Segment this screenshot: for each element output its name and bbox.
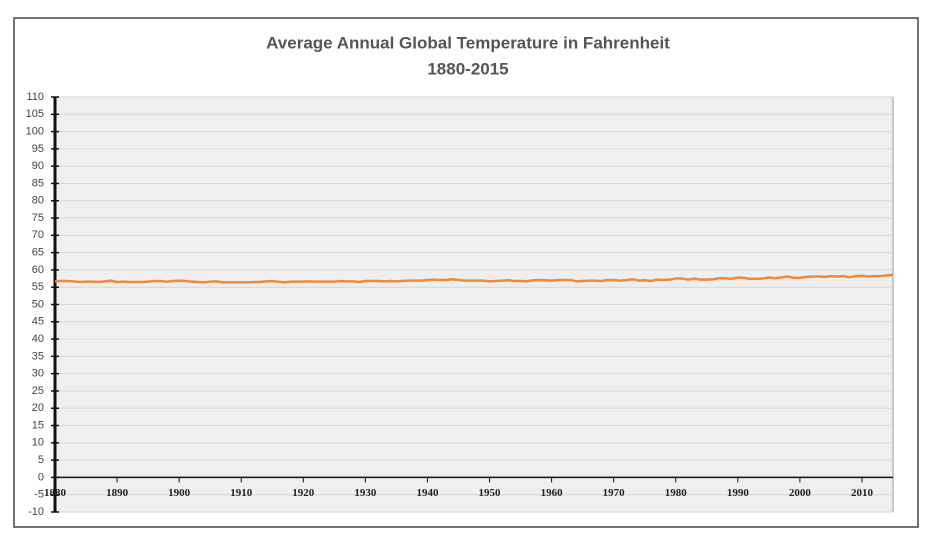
x-tick-label: 2000: [789, 487, 812, 499]
y-tick-label: 95: [32, 143, 44, 155]
y-tick-label: 15: [32, 419, 44, 431]
y-tick-label: 100: [26, 125, 44, 137]
y-tick-label: 60: [32, 264, 44, 276]
x-tick-label: 1930: [354, 487, 377, 499]
x-tick-label: 1920: [292, 487, 315, 499]
y-tick-label: 50: [32, 298, 44, 310]
y-tick-label: 25: [32, 385, 44, 397]
x-tick-label: 1880: [44, 487, 67, 499]
x-tick-label: 1940: [416, 487, 439, 499]
y-tick-label: 105: [26, 108, 44, 120]
x-tick-label: 1890: [106, 487, 129, 499]
y-tick-label: 70: [32, 229, 44, 241]
y-tick-label: 75: [32, 212, 44, 224]
x-tick-label: 2010: [851, 487, 874, 499]
chart-title: Average Annual Global Temperature in Fah…: [266, 33, 670, 52]
y-tick-label: 40: [32, 333, 44, 345]
x-tick-label: 1960: [541, 487, 564, 499]
chart-subtitle: 1880-2015: [427, 59, 508, 78]
y-tick-label: 45: [32, 316, 44, 328]
y-tick-label: 5: [38, 454, 44, 466]
y-tick-label: 35: [32, 350, 44, 362]
y-tick-label: -10: [28, 506, 44, 518]
y-tick-label: 80: [32, 195, 44, 207]
x-tick-label: 1970: [603, 487, 626, 499]
x-tick-label: 1990: [727, 487, 750, 499]
data-line: [54, 273, 894, 284]
x-tick-label: 1950: [479, 487, 502, 499]
y-tick-label: 85: [32, 177, 44, 189]
y-tick-label: 110: [26, 91, 44, 103]
y-tick-label: 30: [32, 368, 44, 380]
x-tick-label: 1910: [230, 487, 253, 499]
y-tick-label: 20: [32, 402, 44, 414]
y-tick-label: 10: [32, 437, 44, 449]
y-tick-label: 55: [32, 281, 44, 293]
y-tick-label: 65: [32, 247, 44, 259]
y-tick-label: 0: [38, 471, 44, 483]
y-tick-label: -5: [34, 489, 44, 501]
x-tick-label: 1900: [168, 487, 191, 499]
x-tick-label: 1980: [665, 487, 688, 499]
y-tick-label: 90: [32, 160, 44, 172]
